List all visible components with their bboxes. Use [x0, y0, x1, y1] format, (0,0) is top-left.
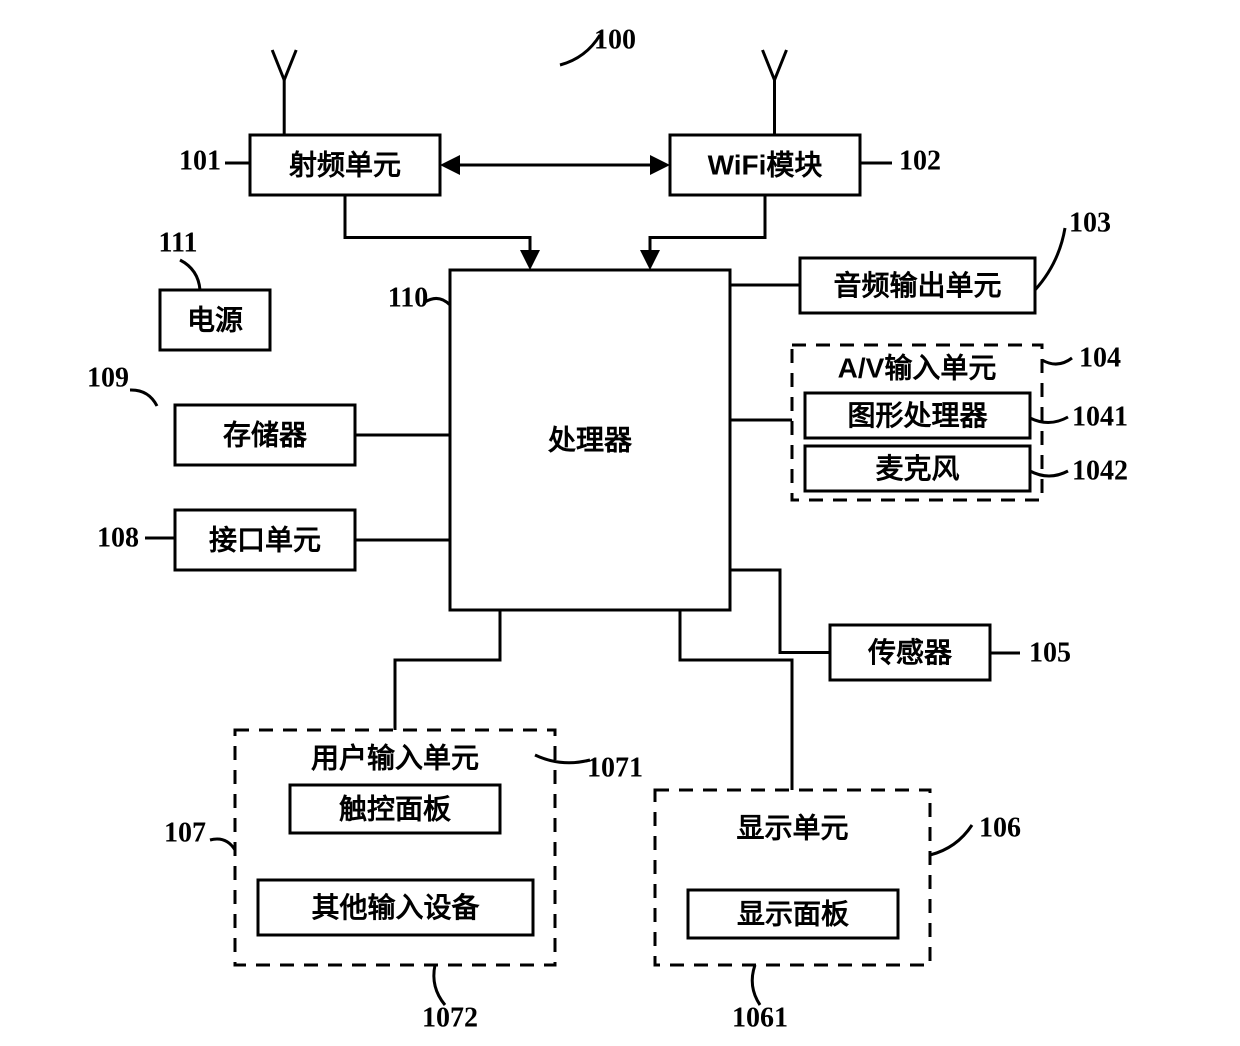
label-touch: 触控面板 [339, 793, 451, 824]
group-title-display_grp: 显示单元 [736, 812, 848, 843]
ref-1041: 1041 [1072, 401, 1128, 432]
ref-107: 107 [164, 817, 206, 848]
label-display_pnl: 显示面板 [737, 898, 849, 929]
ref-102: 102 [899, 145, 941, 176]
label-processor: 处理器 [547, 424, 633, 455]
ref-105: 105 [1029, 637, 1071, 668]
ref-1071: 1071 [587, 752, 643, 783]
group-title-input_grp: 用户输入单元 [311, 741, 479, 773]
group-title-av_group: A/V输入单元 [838, 351, 997, 383]
label-mic: 麦克风 [875, 453, 959, 484]
label-sensor: 传感器 [867, 637, 953, 668]
label-wifi: WiFi模块 [708, 149, 823, 180]
label-gpu: 图形处理器 [847, 400, 988, 431]
ref-108: 108 [97, 522, 139, 553]
ref-111: 111 [159, 227, 198, 258]
label-interface: 接口单元 [209, 524, 321, 555]
label-audio_out: 音频输出单元 [833, 269, 1001, 301]
ref-1061: 1061 [732, 1002, 788, 1033]
ref-104: 104 [1079, 342, 1121, 373]
block-diagram: 处理器 射频单元 WiFi模块电源存储器接口单元 音频输出单元图形处理器麦克风传感器显… [0, 0, 1240, 1046]
label-other_in: 其他输入设备 [311, 891, 480, 923]
boxes-layer: 处理器 射频单元 WiFi模块电源存储器接口单元 音频输出单元图形处理器麦克风传感器显… [160, 135, 1042, 965]
ref-110: 110 [388, 282, 428, 313]
ref-109: 109 [87, 362, 129, 393]
ref-100: 100 [594, 24, 636, 55]
ref-1072: 1072 [422, 1002, 478, 1033]
ref-101: 101 [179, 145, 221, 176]
ref-1042: 1042 [1072, 455, 1128, 486]
ref-106: 106 [979, 812, 1021, 843]
label-rf: 射频单元 [288, 149, 401, 180]
label-memory: 存储器 [223, 418, 308, 450]
label-power: 电源 [187, 304, 243, 335]
ref-103: 103 [1069, 207, 1111, 238]
